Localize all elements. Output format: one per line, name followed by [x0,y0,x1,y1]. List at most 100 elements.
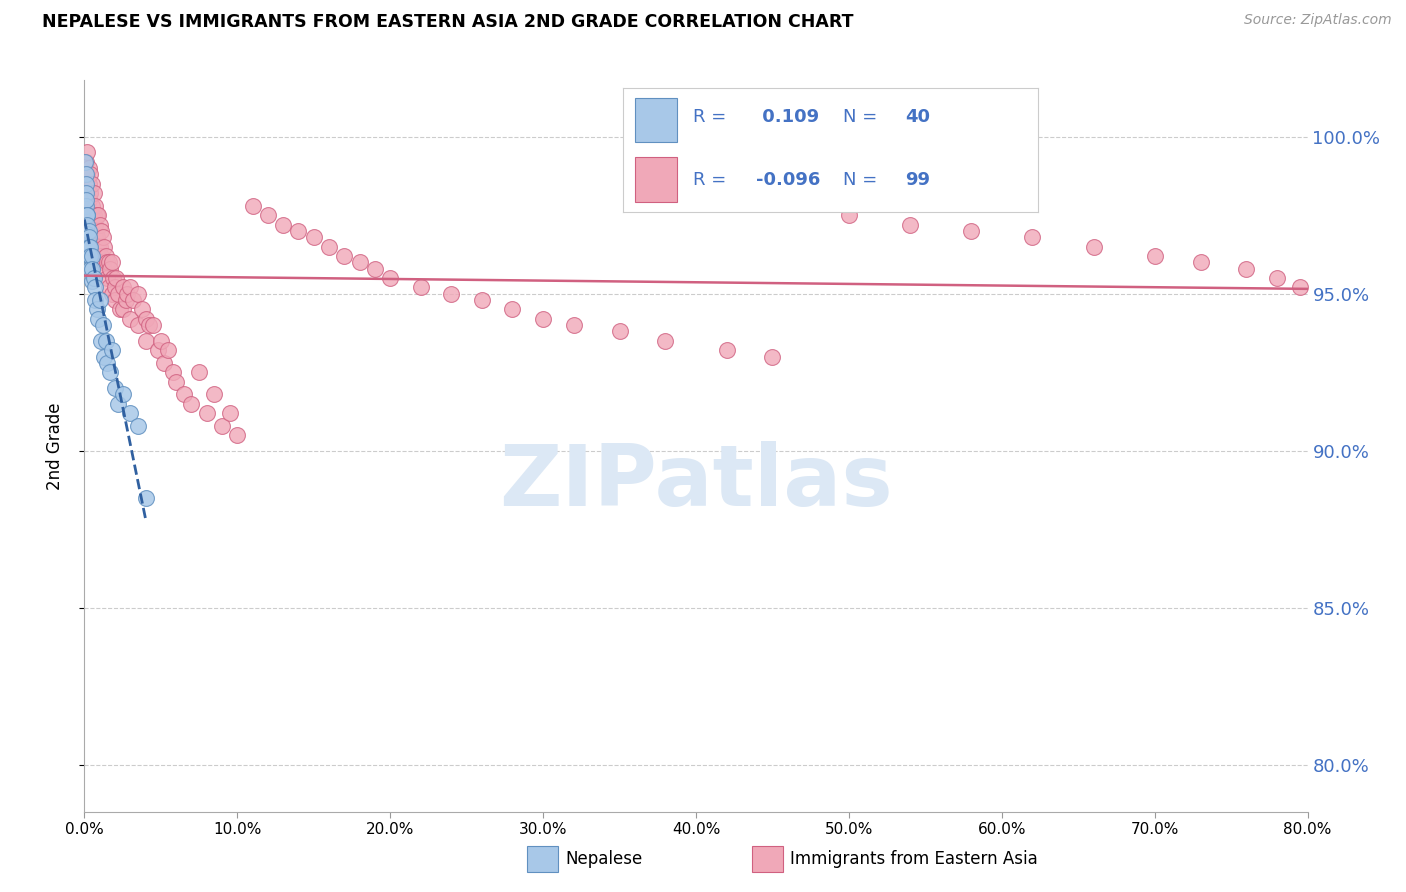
Point [98,365,121,379]
Point [471,293,494,307]
Point [287,224,309,238]
Point [120,280,142,294]
Point [91,230,114,244]
Point [333,249,356,263]
Y-axis label: 2nd Grade: 2nd Grade [45,402,63,490]
Point [108,302,131,317]
Point [75,155,97,169]
Point [440,286,463,301]
Point [94,334,117,348]
Point [90,334,112,348]
Point [202,387,225,401]
Point [75,186,97,201]
Point [531,311,554,326]
Point [364,261,387,276]
Point [409,280,432,294]
Point [149,334,172,348]
Point [165,375,187,389]
Point [89,293,111,307]
Point [80,199,103,213]
Point [157,343,180,358]
Point [218,406,240,420]
Text: Immigrants from Eastern Asia: Immigrants from Eastern Asia [790,850,1038,868]
Point [83,208,105,222]
Point [98,261,121,276]
Point [76,218,98,232]
Point [89,218,111,232]
Point [380,271,402,285]
Point [80,261,103,276]
Point [97,255,120,269]
Point [898,218,921,232]
Point [77,230,100,244]
Point [131,302,153,317]
Point [180,396,202,410]
Point [101,255,124,269]
Point [122,293,145,307]
Point [716,343,738,358]
Point [195,406,218,420]
Point [97,280,120,294]
Point [1265,271,1288,285]
Point [87,208,110,222]
Point [91,318,114,333]
Point [86,302,108,317]
Point [84,199,107,213]
Point [761,350,783,364]
Point [104,293,127,307]
Point [120,311,142,326]
Point [84,293,107,307]
Point [127,286,149,301]
Point [80,177,103,191]
Point [93,240,115,254]
Point [1289,280,1312,294]
Point [502,302,524,317]
Point [111,302,134,317]
Point [90,249,112,263]
Point [271,218,294,232]
Point [104,381,127,395]
Point [76,145,98,160]
Point [96,356,118,370]
Point [76,240,98,254]
Point [153,356,176,370]
Point [77,240,100,254]
Point [120,406,142,420]
Point [114,293,136,307]
Point [1236,261,1258,276]
Point [146,343,169,358]
Point [111,387,134,401]
Point [349,255,371,269]
Point [75,168,97,182]
Point [80,208,103,222]
Point [138,318,160,333]
Point [75,199,97,213]
Point [79,168,101,182]
Point [83,271,105,285]
Point [101,286,124,301]
Text: Nepalese: Nepalese [565,850,643,868]
Point [87,240,110,254]
Point [654,334,676,348]
Point [257,208,280,222]
Point [77,161,100,176]
Point [77,193,100,207]
Point [80,274,103,288]
Point [90,224,112,238]
Point [107,396,129,410]
Point [79,249,101,263]
Point [609,325,631,339]
Point [188,365,211,379]
Point [76,208,98,222]
Point [1021,230,1043,244]
Point [84,280,107,294]
Point [75,177,97,191]
Point [101,343,124,358]
Point [77,249,100,263]
Point [127,418,149,433]
Point [75,155,97,169]
Point [142,318,165,333]
Point [111,280,134,294]
Point [135,334,157,348]
Point [226,428,249,442]
